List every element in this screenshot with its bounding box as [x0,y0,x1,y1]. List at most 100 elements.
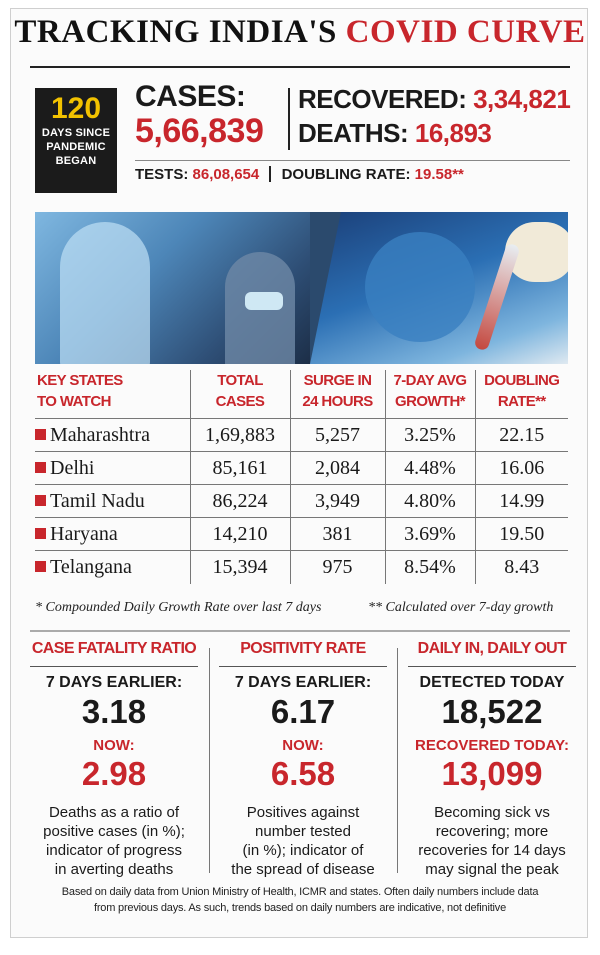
header-total-cases: TOTAL CASES [189,370,290,419]
before-value: 18,522 [441,693,543,730]
growth-cell: 4.48% [384,451,475,485]
recovered-value: 3,34,821 [473,84,571,114]
tests-value: 86,08,654 [192,166,260,183]
panel-description: Becoming sick vs recovering; more recoveri… [418,804,566,878]
total-cases-cell: 15,394 [189,550,290,584]
now-label: RECOVERED TODAY: [415,737,569,754]
title-part1: TRACKING INDIA'S [14,14,337,50]
panel-rule [408,666,576,667]
total-cases-cell: 85,161 [189,451,290,485]
source-note: Based on daily data from Union Ministry … [30,884,570,916]
table-row: Tamil Nadu 86,224 3,949 4.80% 14.99 [35,484,568,518]
days-label-line3: BEGAN [55,155,97,167]
health-workers-photo [35,212,568,364]
growth-cell: 3.69% [384,517,475,551]
surge-cell: 3,949 [289,484,385,518]
growth-cell: 4.80% [384,484,475,518]
doubling-value: 19.58** [414,166,464,183]
doubling-cell: 14.99 [474,484,568,518]
before-value: 6.17 [270,693,336,730]
table-row: Maharashtra 1,69,883 5,257 3.25% 22.15 [35,418,568,452]
headline-divider [288,88,290,150]
source-line2: from previous days. As such, trends base… [93,902,507,914]
panel-daily-in-out: DAILY IN, DAILY OUT DETECTED TODAY 18,52… [403,640,581,879]
panel-description: Deaths as a ratio of positive cases (in %… [43,804,185,878]
deaths-label: DEATHS: [298,118,409,148]
now-value: 6.58 [270,755,336,792]
table-header-row: KEY STATES TO WATCH TOTAL CASES SURGE IN 24… [35,370,568,419]
surge-cell: 381 [289,517,385,551]
panel-header: POSITIVITY RATE [240,640,366,657]
table-row: Haryana 14,210 381 3.69% 19.50 [35,517,568,551]
bullet-icon [35,527,46,539]
doubling-label: DOUBLING RATE: [281,166,411,183]
panel-rule [219,666,387,667]
title-part2: COVID CURVE [345,14,586,50]
panel-divider [397,648,398,873]
before-value: 3.18 [81,693,147,730]
cases-value: 5,66,839 [135,112,264,150]
state-name: Tamil Nadu [35,484,190,518]
deaths-stat: DEATHS: 16,893 [298,118,492,149]
lab-worker-figure [365,232,475,342]
header-surge: SURGE IN 24 HOURS [289,370,385,419]
header-growth: 7-DAY AVG GROWTH* [384,370,475,419]
tests-divider [269,166,272,182]
panel-header: CASE FATALITY RATIO [31,640,197,657]
total-cases-cell: 1,69,883 [189,418,290,452]
footnote-doubling: ** Calculated over 7-day growth [368,600,554,615]
days-number: 120 [50,92,102,125]
footnote-growth: * Compounded Daily Growth Rate over last… [35,600,322,615]
table-row: Telangana 15,394 975 8.54% 8.43 [35,550,568,584]
tests-doubling-line: TESTS: 86,08,654 DOUBLING RATE: 19.58** [135,166,464,183]
state-name: Delhi [35,451,190,485]
key-states-table: KEY STATES TO WATCH TOTAL CASES SURGE IN 24… [35,370,568,584]
ppe-worker-figure [60,222,150,364]
now-label: NOW: [93,737,135,754]
tests-label: TESTS: [135,166,189,183]
now-value: 2.98 [81,755,147,792]
before-label: 7 DAYS EARLIER: [234,674,372,691]
days-label-line1: DAYS SINCE [41,127,111,139]
days-label-line2: PANDEMIC [46,141,106,153]
doubling-cell: 8.43 [474,550,568,584]
growth-cell: 3.25% [384,418,475,452]
title-rule [30,66,570,68]
recovered-stat: RECOVERED: 3,34,821 [298,84,571,115]
bullet-icon [35,494,46,506]
surge-cell: 975 [289,550,385,584]
table-row: Delhi 85,161 2,084 4.48% 16.06 [35,451,568,485]
state-name: Haryana [35,517,190,551]
state-name: Maharashtra [35,418,190,452]
total-cases-cell: 86,224 [189,484,290,518]
page-title: TRACKING INDIA'S COVID CURVE [0,14,600,51]
panel-case-fatality: CASE FATALITY RATIO 7 DAYS EARLIER: 3.18… [25,640,203,879]
cases-label: CASES: [135,80,246,113]
panel-rule [30,666,198,667]
face-mask-shape [245,292,283,310]
now-value: 13,099 [441,755,543,792]
surge-cell: 2,084 [289,451,385,485]
doubling-cell: 19.50 [474,517,568,551]
panel-divider [209,648,210,873]
recovered-label: RECOVERED: [298,84,467,114]
doubling-cell: 22.15 [474,418,568,452]
header-key-states: KEY STATES TO WATCH [37,372,123,410]
panel-positivity-rate: POSITIVITY RATE 7 DAYS EARLIER: 6.17 NOW… [214,640,392,879]
section-rule [30,630,570,632]
total-cases-cell: 14,210 [189,517,290,551]
days-since-box: 120 DAYS SINCE PANDEMIC BEGAN [35,88,117,193]
state-name: Telangana [35,550,190,584]
growth-cell: 8.54% [384,550,475,584]
now-label: NOW: [282,737,324,754]
deaths-value: 16,893 [414,118,492,148]
before-label: DETECTED TODAY [419,674,565,691]
panel-header: DAILY IN, DAILY OUT [417,640,567,657]
doubling-cell: 16.06 [474,451,568,485]
bullet-icon [35,428,46,440]
panel-description: Positives against number tested (in %); in… [231,804,375,878]
bullet-icon [35,560,46,572]
bullet-icon [35,461,46,473]
source-line1: Based on daily data from Union Ministry … [61,886,539,898]
before-label: 7 DAYS EARLIER: [45,674,183,691]
